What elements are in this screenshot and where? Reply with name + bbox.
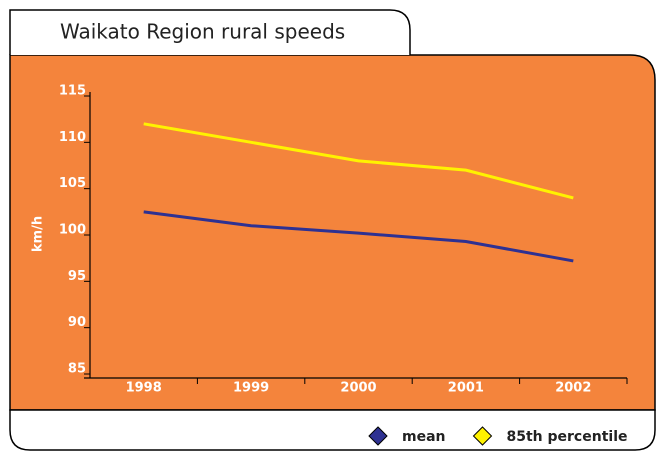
title-tab (9, 9, 411, 55)
y-tick-label: 90 (68, 315, 86, 330)
chart-title: Waikato Region rural speeds (60, 20, 345, 44)
x-tick-label: 1998 (126, 381, 162, 396)
legend-label: 85th percentile (507, 429, 628, 445)
y-tick-label: 85 (68, 362, 86, 377)
legend-box (9, 409, 656, 451)
legend-marker (368, 426, 388, 446)
y-tick-label: 105 (59, 176, 86, 191)
x-tick-label: 2001 (448, 381, 484, 396)
x-tick-label: 2000 (340, 381, 376, 396)
legend-marker (472, 426, 493, 446)
y-tick-label: 115 (59, 84, 86, 99)
y-tick-label: 100 (59, 223, 86, 238)
legend-label: mean (402, 429, 446, 445)
x-tick-label: 2002 (555, 381, 591, 396)
y-axis-label: km/h (31, 216, 46, 252)
y-tick-label: 110 (59, 130, 86, 145)
series-line (143, 122, 574, 200)
x-tick-label: 1999 (233, 381, 269, 396)
series-line (143, 210, 574, 263)
y-tick-label: 95 (68, 269, 86, 284)
